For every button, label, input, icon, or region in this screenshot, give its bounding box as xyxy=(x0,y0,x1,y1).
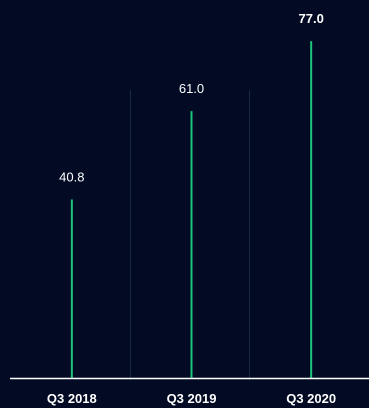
value-label: 77.0 xyxy=(299,11,324,26)
bar-group xyxy=(70,41,313,378)
bar-q3-2018 xyxy=(70,199,73,378)
x-tick-labels: Q3 2018 Q3 2019 Q3 2020 xyxy=(47,391,336,406)
value-label: 61.0 xyxy=(179,81,204,96)
value-labels: 40.8 61.0 77.0 xyxy=(59,11,324,184)
x-tick-label: Q3 2018 xyxy=(47,391,97,406)
bar-q3-2020 xyxy=(310,41,313,378)
x-tick-label: Q3 2019 xyxy=(167,391,217,406)
bar-q3-2019 xyxy=(190,111,193,378)
category-separators xyxy=(130,90,250,380)
value-label: 40.8 xyxy=(59,170,84,185)
x-tick-label: Q3 2020 xyxy=(286,391,336,406)
